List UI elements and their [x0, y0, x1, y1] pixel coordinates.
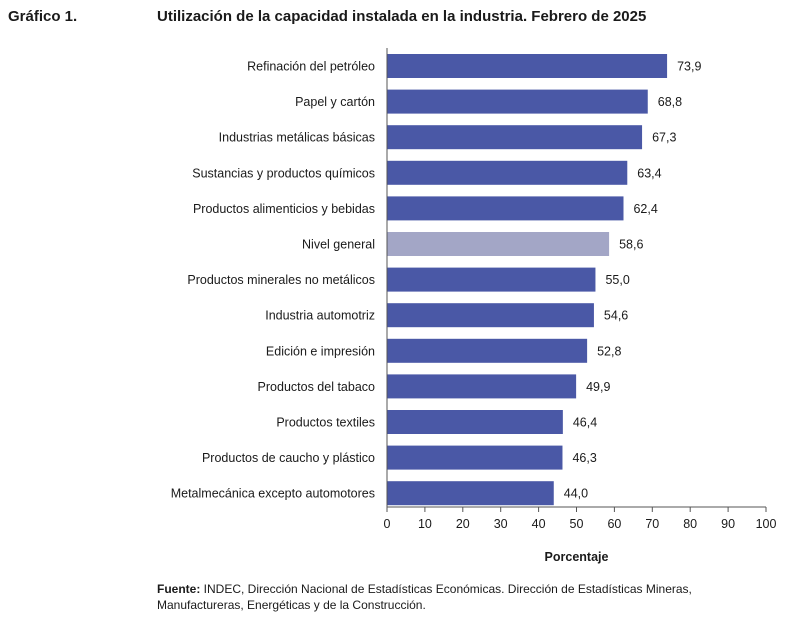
category-label: Refinación del petróleo — [247, 60, 375, 74]
x-tick-label: 90 — [721, 517, 735, 531]
bar — [387, 125, 643, 150]
x-tick-label: 30 — [494, 517, 508, 531]
value-label: 44,0 — [564, 487, 588, 501]
bar — [387, 338, 588, 363]
x-tick-label: 100 — [756, 517, 777, 531]
value-label: 55,0 — [605, 273, 629, 287]
chart-title: Utilización de la capacidad instalada en… — [157, 8, 647, 25]
category-label: Productos textiles — [276, 416, 375, 430]
category-label: Productos minerales no metálicos — [187, 273, 375, 287]
category-label: Edición e impresión — [266, 344, 375, 358]
category-label: Nivel general — [302, 238, 375, 252]
bar — [387, 481, 554, 506]
x-tick-label: 80 — [683, 517, 697, 531]
category-label: Sustancias y productos químicos — [192, 166, 375, 180]
figure-label: Gráfico 1. — [8, 8, 78, 25]
value-label: 58,6 — [619, 238, 643, 252]
bar — [387, 410, 563, 434]
x-tick-label: 40 — [532, 517, 546, 531]
bar — [387, 303, 594, 328]
bar — [387, 89, 648, 114]
bar — [387, 196, 624, 221]
category-label: Productos del tabaco — [258, 380, 375, 394]
category-label: Metalmecánica excepto automotores — [171, 487, 375, 501]
value-label: 63,4 — [637, 166, 661, 180]
bar — [387, 374, 577, 399]
bar — [387, 160, 628, 185]
bar — [387, 54, 668, 78]
x-tick-label: 20 — [456, 517, 470, 531]
bar — [387, 232, 610, 256]
x-tick-label: 0 — [384, 517, 391, 531]
source-label: Fuente: — [157, 582, 201, 596]
value-label: 62,4 — [633, 202, 657, 216]
x-axis-title: Porcentaje — [545, 550, 609, 564]
source-note: Fuente: INDEC, Dirección Nacional de Est… — [157, 581, 717, 613]
bar — [387, 267, 596, 292]
x-tick-label: 50 — [570, 517, 584, 531]
x-tick-label: 60 — [607, 517, 621, 531]
category-label: Industria automotriz — [265, 309, 375, 323]
category-label: Industrias metálicas básicas — [219, 131, 375, 145]
x-tick-label: 70 — [645, 517, 659, 531]
value-label: 54,6 — [604, 309, 628, 323]
value-label: 46,3 — [572, 451, 596, 465]
category-label: Productos alimenticios y bebidas — [193, 202, 375, 216]
bar — [387, 445, 563, 470]
category-label: Productos de caucho y plástico — [202, 451, 375, 465]
value-label: 49,9 — [586, 380, 610, 394]
source-text: INDEC, Dirección Nacional de Estadística… — [157, 582, 692, 612]
value-label: 68,8 — [658, 95, 682, 109]
value-label: 73,9 — [677, 60, 701, 74]
value-label: 46,4 — [573, 416, 597, 430]
x-tick-label: 10 — [418, 517, 432, 531]
value-label: 52,8 — [597, 344, 621, 358]
value-label: 67,3 — [652, 131, 676, 145]
category-label: Papel y cartón — [295, 95, 375, 109]
